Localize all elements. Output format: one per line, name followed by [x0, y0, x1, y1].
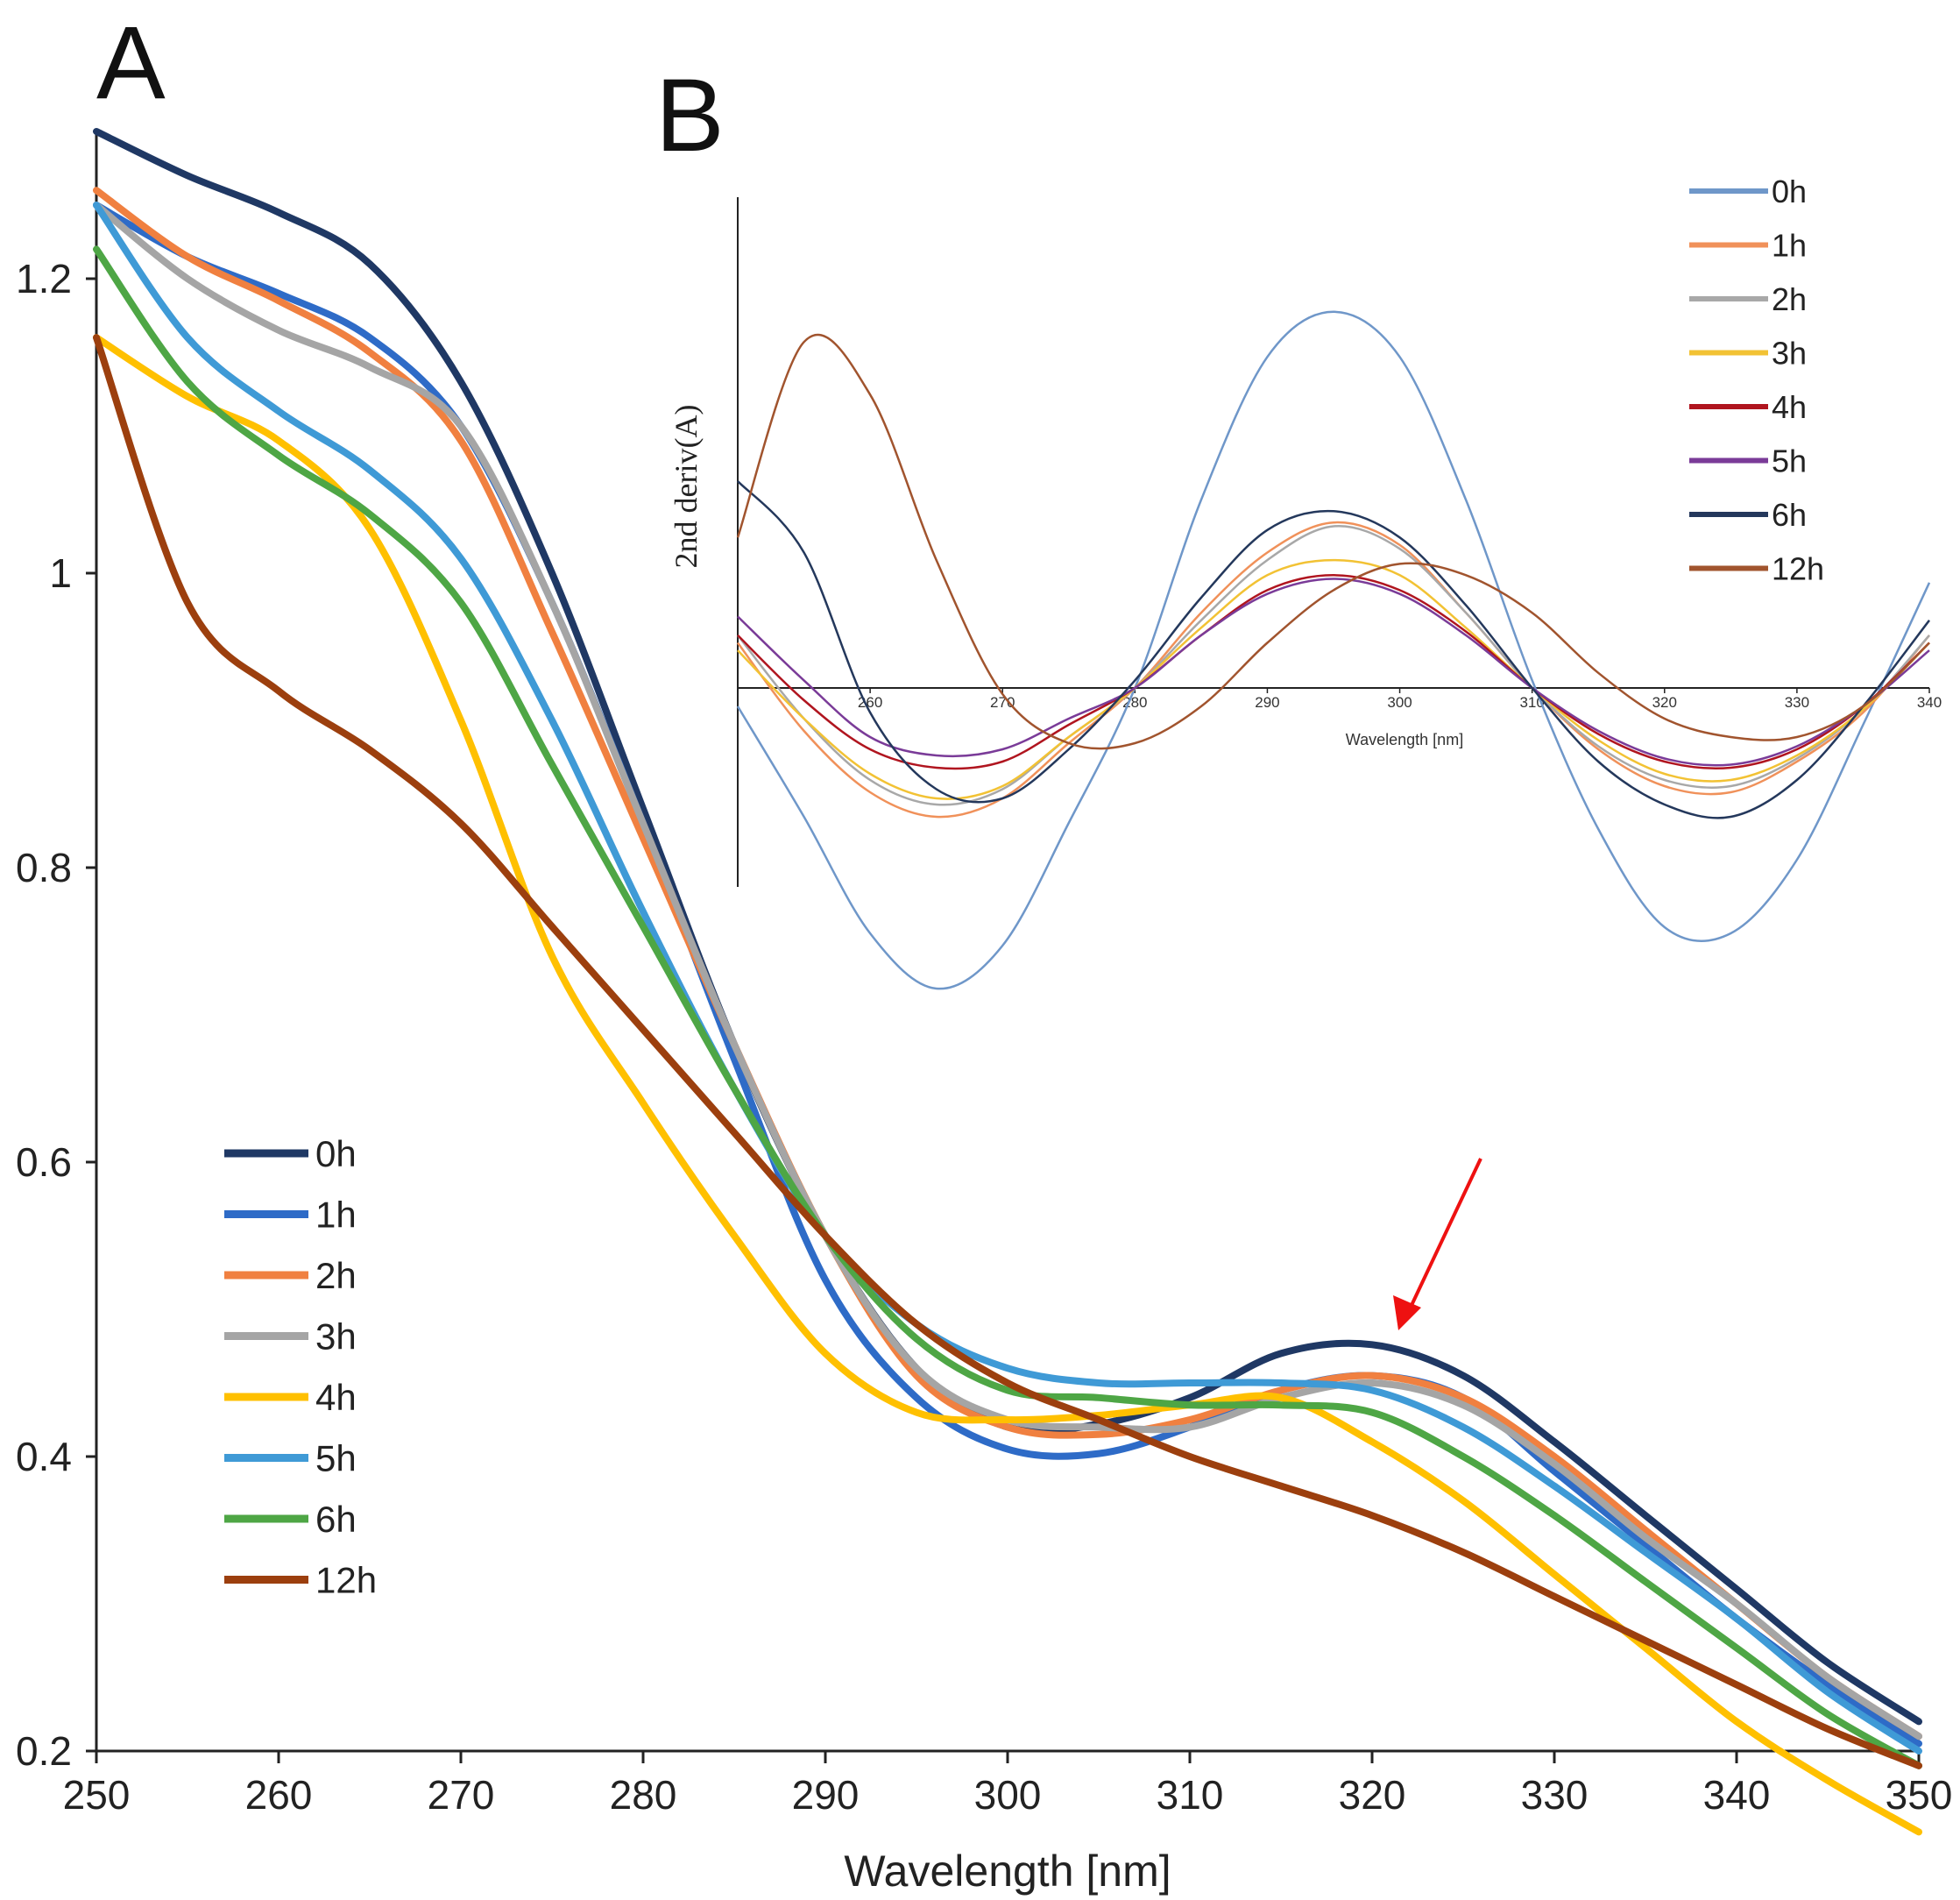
- chart-b-series: [736, 310, 1931, 990]
- chart-b-x-tick-label: 320: [1652, 694, 1677, 711]
- chart-b-series-1h: [736, 521, 1930, 819]
- chart-a-x-tick-label: 330: [1521, 1772, 1589, 1818]
- chart-a-x-tick-label: 270: [428, 1772, 495, 1818]
- chart-a-legend-label: 12h: [315, 1560, 377, 1601]
- chart-a-x-tick-label: 290: [792, 1772, 860, 1818]
- chart-a-legend-label: 4h: [315, 1377, 357, 1418]
- chart-a-y-tick-label: 0.2: [16, 1728, 72, 1774]
- chart-b-ticks: 260 270 280 290 300 310 320 330 340: [858, 688, 1942, 711]
- chart-b-series-3h: [737, 558, 1930, 800]
- chart-a-legend-label: 6h: [315, 1499, 357, 1540]
- chart-b-series-2h: [737, 524, 1930, 806]
- panel-label-a: A: [96, 5, 166, 121]
- chart-a-ticks: 250 260 270 280 290 300 310 320 330 340 350 0.2 0.4 0…: [16, 256, 1952, 1818]
- chart-b-legend-label: 4h: [1772, 389, 1807, 425]
- chart-b-x-tick-label: 300: [1387, 694, 1412, 711]
- chart-b-y-axis-title: 2nd deriv(A): [669, 405, 704, 569]
- chart-b-x-tick-label: 280: [1122, 694, 1147, 711]
- chart-a-x-tick-label: 340: [1703, 1772, 1771, 1818]
- chart-b-x-tick-label: 340: [1917, 694, 1942, 711]
- chart-b-legend-label: 1h: [1772, 228, 1807, 264]
- chart-a-x-axis-title: Wavelength [nm]: [844, 1847, 1171, 1896]
- chart-a-legend-label: 5h: [315, 1438, 357, 1479]
- chart-a-series-1h: [93, 202, 1922, 1748]
- chart-a-y-tick-label: 1.2: [16, 256, 72, 301]
- chart-b-series-6h: [737, 480, 1930, 819]
- chart-b-x-tick-label: 330: [1785, 694, 1809, 711]
- chart-a-x-tick-label: 310: [1157, 1772, 1224, 1818]
- chart-b-legend-label: 3h: [1772, 336, 1807, 372]
- chart-b-legend-label: 0h: [1772, 174, 1807, 209]
- chart-a: 250 260 270 280 290 300 310 320 330 340 350 0.2 0.4 0…: [16, 128, 1952, 1896]
- chart-b-legend-label: 2h: [1772, 281, 1807, 317]
- chart-a-x-tick-label: 260: [245, 1772, 313, 1818]
- chart-b-x-tick-label: 270: [990, 694, 1015, 711]
- chart-a-x-tick-label: 280: [610, 1772, 677, 1818]
- chart-a-x-tick-label: 250: [63, 1772, 131, 1818]
- chart-b-x-axis-title: Wavelength [nm]: [1346, 731, 1463, 748]
- chart-a-series-2h: [93, 187, 1922, 1740]
- chart-b-legend: 0h 1h 2h 3h 4h 5h 6h 12h: [1689, 174, 1824, 587]
- chart-b-series-12h: [736, 334, 1930, 750]
- chart-b-legend-label: 5h: [1772, 443, 1807, 479]
- chart-a-legend-label: 2h: [315, 1255, 357, 1296]
- chart-b-series-0h: [736, 310, 1931, 990]
- chart-a-series: [93, 128, 1922, 1836]
- chart-a-y-tick-label: 0.6: [16, 1139, 72, 1185]
- chart-a-x-tick-label: 300: [974, 1772, 1042, 1818]
- chart-b-legend-label: 12h: [1772, 551, 1824, 587]
- chart-a-legend: 0h 1h 2h 3h 4h 5h 6h 12h: [224, 1133, 377, 1601]
- chart-a-y-tick-label: 0.8: [16, 845, 72, 890]
- chart-b-legend-label: 6h: [1772, 497, 1807, 533]
- chart-a-legend-label: 0h: [315, 1133, 357, 1174]
- chart-a-legend-label: 3h: [315, 1316, 357, 1358]
- chart-b-series-5h: [737, 578, 1930, 767]
- panel-label-b: B: [655, 58, 725, 174]
- chart-a-y-tick-label: 0.4: [16, 1434, 72, 1479]
- chart-b-x-tick-label: 290: [1255, 694, 1279, 711]
- chart-a-y-tick-label: 1: [49, 550, 72, 596]
- chart-b: 260 270 280 290 300 310 320 330 340 Wavelength […: [669, 174, 1942, 990]
- chart-a-series-12h: [93, 334, 1922, 1769]
- chart-a-series-4h: [93, 334, 1922, 1836]
- chart-a-series-6h: [93, 245, 1922, 1769]
- peak-arrow-annotation: [1393, 1158, 1482, 1330]
- chart-a-x-tick-label: 320: [1339, 1772, 1406, 1818]
- chart-a-series-3h: [93, 202, 1922, 1740]
- chart-b-series-4h: [737, 574, 1930, 770]
- chart-a-legend-label: 1h: [315, 1195, 357, 1236]
- chart-a-x-tick-label: 350: [1886, 1772, 1953, 1818]
